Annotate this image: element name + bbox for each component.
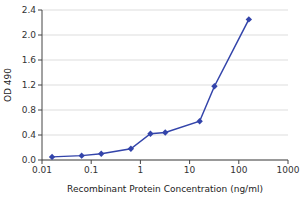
x-tick-label: 0.01 <box>32 165 52 175</box>
x-tick-label: 1000 <box>277 165 300 175</box>
marker <box>246 16 252 22</box>
plot-area <box>49 16 252 160</box>
x-axis-label: Recombinant Protein Concentration (ng/ml… <box>67 184 263 194</box>
marker <box>211 83 217 89</box>
y-tick <box>38 135 42 136</box>
y-tick-label: 0.0 <box>22 155 37 165</box>
y-tick <box>38 35 42 36</box>
grid-line <box>42 35 288 36</box>
x-tick <box>140 160 141 164</box>
line <box>52 19 249 157</box>
y-tick-label: 1.6 <box>22 55 37 65</box>
grid-line <box>42 110 288 111</box>
x-tick <box>288 160 289 164</box>
x-tick <box>189 160 190 164</box>
x-tick-label: 1 <box>138 165 144 175</box>
marker <box>49 154 55 160</box>
marker <box>196 118 202 124</box>
y-tick <box>38 110 42 111</box>
x-tick <box>42 160 43 164</box>
x-tick <box>91 160 92 164</box>
marker <box>162 129 168 135</box>
y-axis-label: OD 490 <box>3 68 13 102</box>
chart: 0.0 0.4 0.8 1.2 1.6 2.0 2.4 0.01 0.1 1 10 100 1000 Re… <box>0 0 300 200</box>
x-tick-label: 100 <box>230 165 247 175</box>
marker <box>147 131 153 137</box>
y-tick-label: 2.0 <box>22 30 37 40</box>
grid-line <box>42 85 288 86</box>
marker <box>78 152 84 158</box>
y-tick-label: 0.8 <box>22 105 37 115</box>
y-tick-label: 1.2 <box>22 80 36 90</box>
y-tick <box>38 10 42 11</box>
x-axis <box>42 160 288 161</box>
grid-line <box>42 60 288 61</box>
x-tick-label: 0.1 <box>84 165 98 175</box>
y-tick-label: 2.4 <box>22 5 37 15</box>
y-tick <box>38 60 42 61</box>
y-axis <box>42 10 43 160</box>
marker <box>98 151 104 157</box>
x-tick <box>238 160 239 164</box>
grid-line <box>42 10 288 11</box>
y-tick <box>38 160 42 161</box>
x-tick-label: 10 <box>184 165 196 175</box>
y-tick <box>38 85 42 86</box>
marker <box>128 146 134 152</box>
grid-line <box>42 160 288 161</box>
y-tick-label: 0.4 <box>22 130 37 140</box>
